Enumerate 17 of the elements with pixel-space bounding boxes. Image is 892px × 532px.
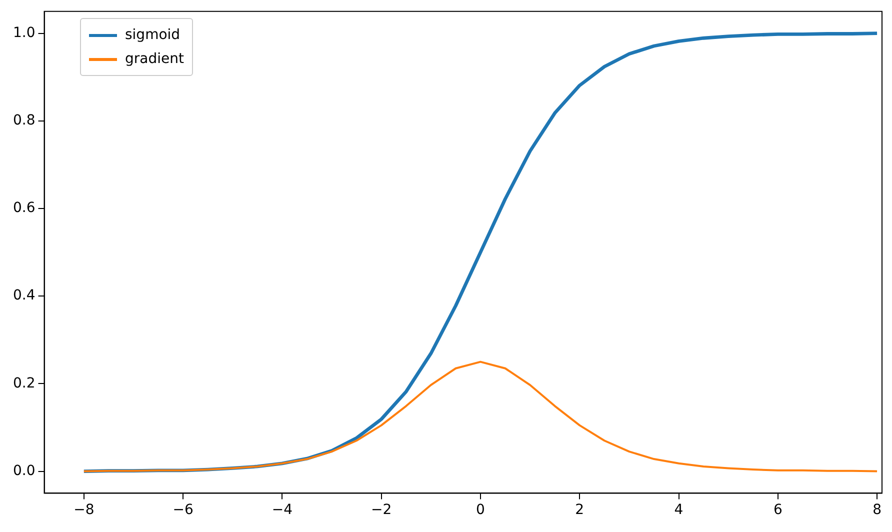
x-tick-label: 6 <box>773 502 782 518</box>
x-tick-label: 4 <box>674 502 684 518</box>
y-tick-label: 0.2 <box>13 375 36 392</box>
x-tick-label: −4 <box>272 502 293 518</box>
x-tick-label: 2 <box>575 502 584 518</box>
y-tick-label: 0.8 <box>13 112 36 129</box>
y-tick-label: 1.0 <box>13 24 36 41</box>
legend-label: sigmoid <box>125 27 180 43</box>
y-tick-label: 0.6 <box>13 200 36 216</box>
y-tick-label: 0.0 <box>13 462 36 479</box>
x-tick-label: −2 <box>371 502 392 518</box>
y-tick-label: 0.4 <box>13 288 36 304</box>
legend-label: gradient <box>125 51 184 67</box>
x-tick-label: −6 <box>172 502 194 518</box>
x-tick-label: 8 <box>872 502 882 518</box>
x-tick-label: −8 <box>74 502 94 518</box>
x-tick-label: 0 <box>476 502 485 518</box>
